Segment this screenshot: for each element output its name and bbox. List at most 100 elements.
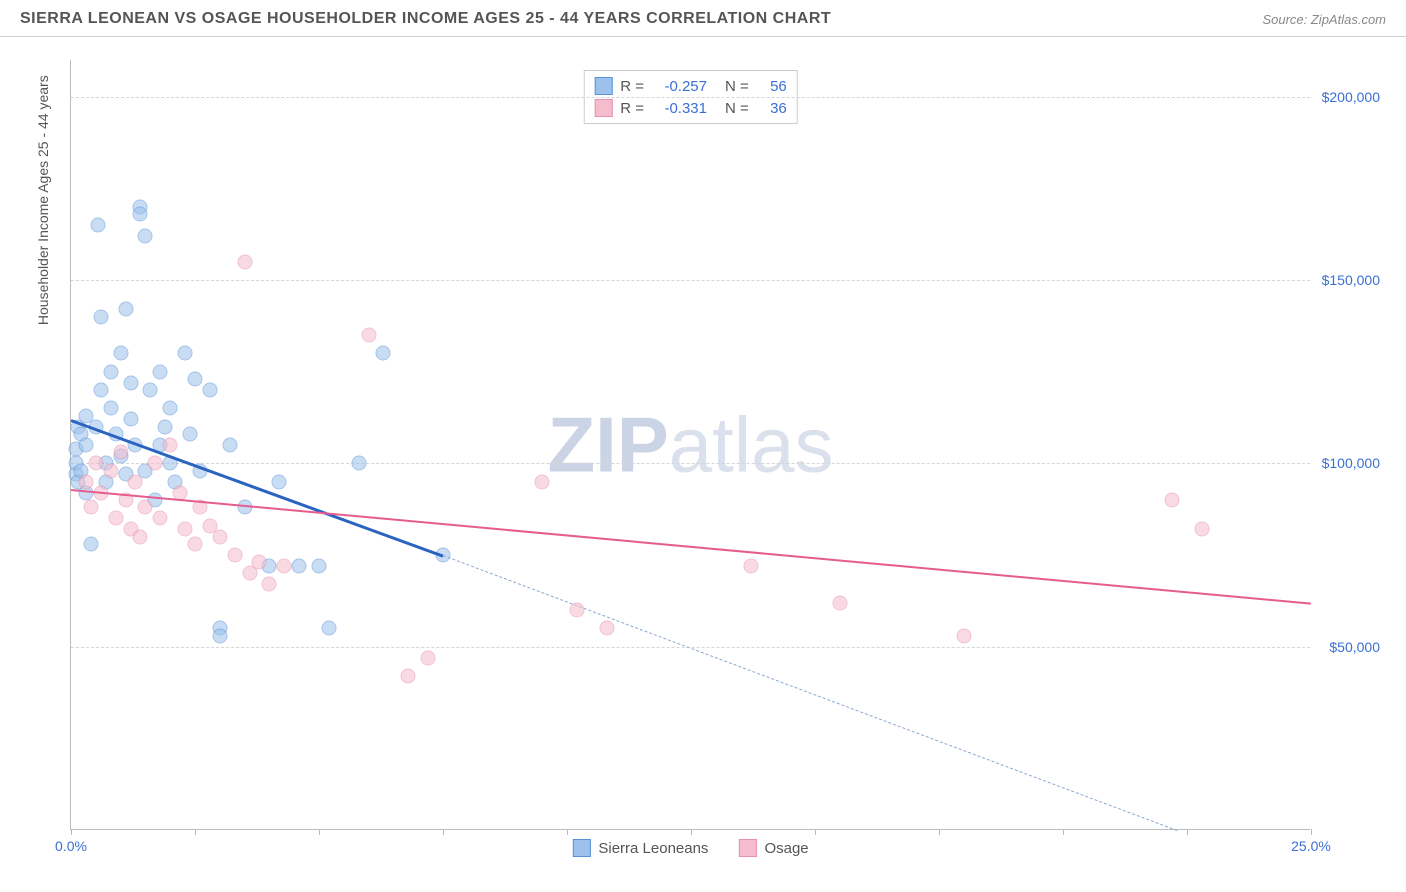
x-tick — [691, 829, 692, 835]
gridline-h — [71, 463, 1310, 464]
data-point — [78, 474, 93, 489]
data-point — [108, 511, 123, 526]
data-point — [401, 669, 416, 684]
data-point — [262, 577, 277, 592]
data-point — [163, 401, 178, 416]
x-tick-label: 25.0% — [1291, 838, 1331, 854]
data-point — [376, 346, 391, 361]
data-point — [93, 309, 108, 324]
data-point — [113, 346, 128, 361]
x-tick — [443, 829, 444, 835]
n-value: 56 — [757, 78, 787, 95]
data-point — [272, 474, 287, 489]
data-point — [535, 474, 550, 489]
data-point — [103, 364, 118, 379]
x-tick — [567, 829, 568, 835]
legend-label: Sierra Leoneans — [598, 840, 708, 857]
data-point — [222, 438, 237, 453]
data-point — [118, 302, 133, 317]
r-value: -0.257 — [652, 78, 707, 95]
y-tick-label: $150,000 — [1315, 272, 1380, 288]
n-label: N = — [725, 100, 749, 117]
watermark-bold: ZIP — [547, 400, 668, 488]
data-point — [956, 628, 971, 643]
source-attribution: Source: ZipAtlas.com — [1262, 12, 1386, 27]
data-point — [138, 229, 153, 244]
legend-item: Osage — [738, 839, 808, 857]
data-point — [321, 621, 336, 636]
gridline-h — [71, 97, 1310, 98]
data-point — [103, 463, 118, 478]
data-point — [351, 456, 366, 471]
trend-line — [70, 419, 443, 557]
data-point — [91, 218, 106, 233]
data-point — [832, 595, 847, 610]
x-tick — [815, 829, 816, 835]
data-point — [93, 383, 108, 398]
y-tick-label: $100,000 — [1315, 455, 1380, 471]
data-point — [133, 207, 148, 222]
data-point — [153, 511, 168, 526]
n-value: 36 — [757, 100, 787, 117]
legend-swatch — [738, 839, 756, 857]
n-label: N = — [725, 78, 749, 95]
trend-line — [443, 555, 1177, 831]
chart-title: SIERRA LEONEAN VS OSAGE HOUSEHOLDER INCO… — [20, 10, 831, 28]
data-point — [212, 529, 227, 544]
stats-row: R = -0.331 N = 36 — [594, 97, 787, 119]
data-point — [599, 621, 614, 636]
data-point — [212, 628, 227, 643]
series-swatch — [594, 77, 612, 95]
data-point — [361, 328, 376, 343]
y-tick-label: $200,000 — [1315, 89, 1380, 105]
r-label: R = — [620, 100, 644, 117]
data-point — [123, 412, 138, 427]
data-point — [237, 254, 252, 269]
legend-item: Sierra Leoneans — [572, 839, 708, 857]
data-point — [78, 438, 93, 453]
legend-label: Osage — [764, 840, 808, 857]
data-point — [83, 500, 98, 515]
r-value: -0.331 — [652, 100, 707, 117]
stats-row: R = -0.257 N = 56 — [594, 75, 787, 97]
data-point — [133, 529, 148, 544]
data-point — [292, 559, 307, 574]
data-point — [312, 559, 327, 574]
watermark: ZIPatlas — [547, 399, 833, 490]
data-point — [88, 456, 103, 471]
x-tick — [939, 829, 940, 835]
data-point — [1194, 522, 1209, 537]
x-tick-label: 0.0% — [55, 838, 87, 854]
data-point — [158, 419, 173, 434]
data-point — [178, 346, 193, 361]
data-point — [148, 456, 163, 471]
x-tick — [1187, 829, 1188, 835]
bottom-legend: Sierra Leoneans Osage — [572, 839, 808, 857]
data-point — [163, 438, 178, 453]
trend-line — [71, 489, 1311, 605]
data-point — [178, 522, 193, 537]
x-tick — [71, 829, 72, 835]
x-tick — [1063, 829, 1064, 835]
data-point — [143, 383, 158, 398]
data-point — [183, 427, 198, 442]
r-label: R = — [620, 78, 644, 95]
data-point — [421, 650, 436, 665]
x-tick — [195, 829, 196, 835]
data-point — [153, 364, 168, 379]
data-point — [113, 445, 128, 460]
data-point — [252, 555, 267, 570]
data-point — [138, 500, 153, 515]
data-point — [123, 375, 138, 390]
y-tick-label: $50,000 — [1315, 639, 1380, 655]
data-point — [188, 372, 203, 387]
data-point — [227, 548, 242, 563]
x-tick — [1311, 829, 1312, 835]
data-point — [1165, 493, 1180, 508]
data-point — [569, 603, 584, 618]
legend-swatch — [572, 839, 590, 857]
data-point — [277, 559, 292, 574]
x-tick — [319, 829, 320, 835]
data-point — [202, 383, 217, 398]
data-point — [83, 537, 98, 552]
